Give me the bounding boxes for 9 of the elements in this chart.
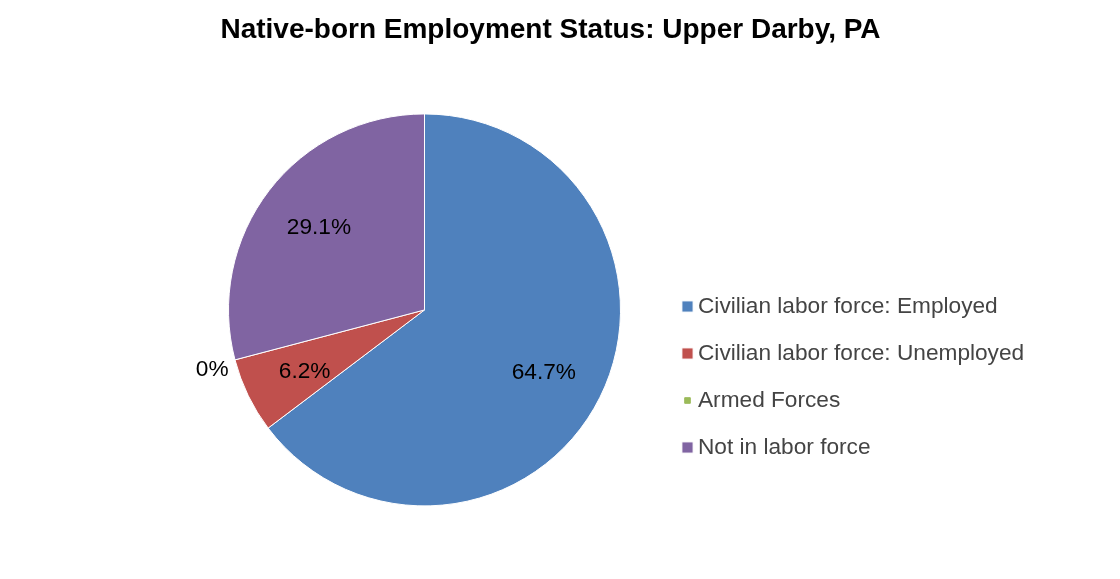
legend-label: Armed Forces	[698, 386, 841, 413]
legend-label: Not in labor force	[698, 433, 871, 460]
text: 0%	[195, 354, 229, 381]
data-label: 64.7%	[511, 358, 576, 385]
legend-label: Civilian labor force: Unemployed	[698, 339, 1025, 366]
data-label: 6.2%	[278, 357, 331, 384]
legend-label: Civilian labor force: Employed	[698, 292, 998, 319]
chart-title: Native-born Employment Status: Upper Darby, PA	[220, 12, 881, 44]
data-label: 29.1%	[286, 212, 352, 239]
